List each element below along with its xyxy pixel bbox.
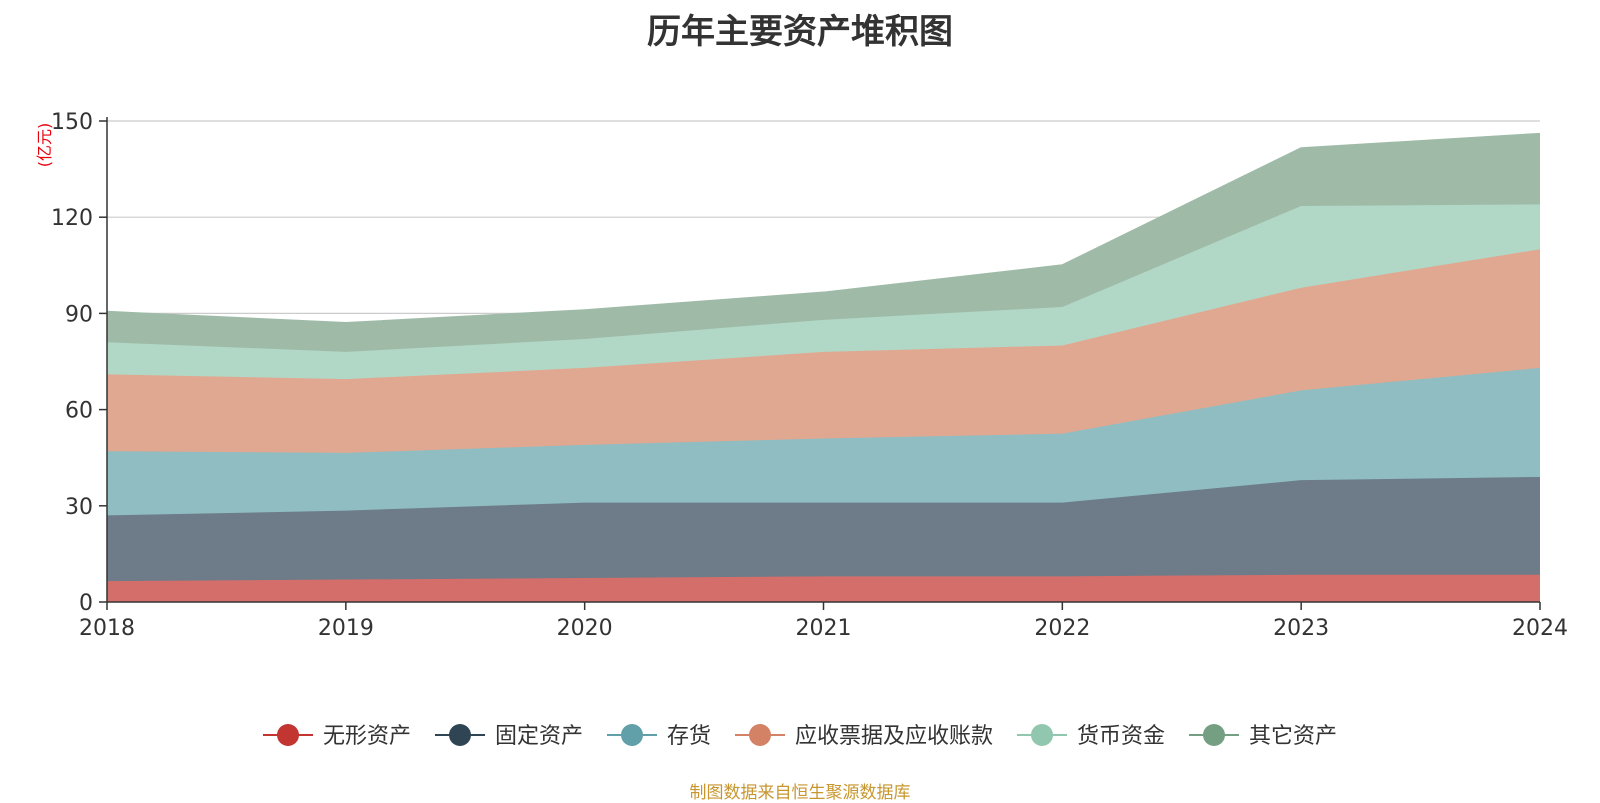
legend: 无形资产 固定资产 存货 应收票据及应收账款 货币资金 其它资产	[263, 724, 1337, 749]
chart-title: 历年主要资产堆积图	[647, 12, 953, 52]
y-tick-label: 30	[65, 495, 93, 520]
legend-marker	[449, 724, 471, 746]
legend-item-4[interactable]: 应收票据及应收账款	[735, 724, 993, 749]
area-series-4	[107, 249, 1540, 453]
legend-label: 存货	[667, 724, 711, 749]
x-tick-label: 2020	[557, 616, 613, 641]
legend-item-5[interactable]: 货币资金	[1017, 724, 1165, 749]
legend-label: 固定资产	[495, 724, 583, 749]
legend-marker	[621, 724, 643, 746]
y-tick-label: 150	[51, 110, 93, 135]
legend-marker	[749, 724, 771, 746]
legend-item-3[interactable]: 存货	[607, 724, 711, 749]
legend-item-6[interactable]: 其它资产	[1189, 724, 1337, 749]
legend-label: 无形资产	[323, 724, 411, 749]
legend-marker	[1031, 724, 1053, 746]
y-tick-label: 120	[51, 206, 93, 231]
y-tick-label: 60	[65, 399, 93, 424]
x-tick-label: 2019	[318, 616, 374, 641]
x-tick-label: 2022	[1034, 616, 1090, 641]
legend-label: 货币资金	[1077, 724, 1165, 749]
y-tick-label: 0	[79, 591, 93, 616]
x-tick-label: 2018	[79, 616, 135, 641]
area-series-3	[107, 367, 1540, 516]
legend-marker	[1203, 724, 1225, 746]
legend-item-1[interactable]: 无形资产	[263, 724, 411, 749]
x-tick-label: 2021	[796, 616, 852, 641]
area-series-5	[107, 204, 1540, 380]
legend-marker	[277, 724, 299, 746]
x-tick-label: 2023	[1273, 616, 1329, 641]
area-series-line-6	[106, 132, 1541, 325]
legend-item-2[interactable]: 固定资产	[435, 724, 583, 749]
legend-label: 其它资产	[1249, 724, 1337, 749]
y-tick-label: 90	[65, 302, 93, 327]
area-series-2	[107, 476, 1540, 582]
x-tick-label: 2024	[1512, 616, 1568, 641]
source-note: 制图数据来自恒生聚源数据库	[689, 783, 911, 803]
area-series-6	[107, 133, 1540, 352]
y-axis-unit-label: (亿元)	[35, 123, 54, 168]
legend-label: 应收票据及应收账款	[795, 724, 993, 749]
area-series	[106, 132, 1541, 602]
area-series-1	[107, 574, 1540, 602]
axes: 0 30 60 90 120 150 2018 2019 2020 2021 2022 2023 202…	[51, 110, 1568, 641]
